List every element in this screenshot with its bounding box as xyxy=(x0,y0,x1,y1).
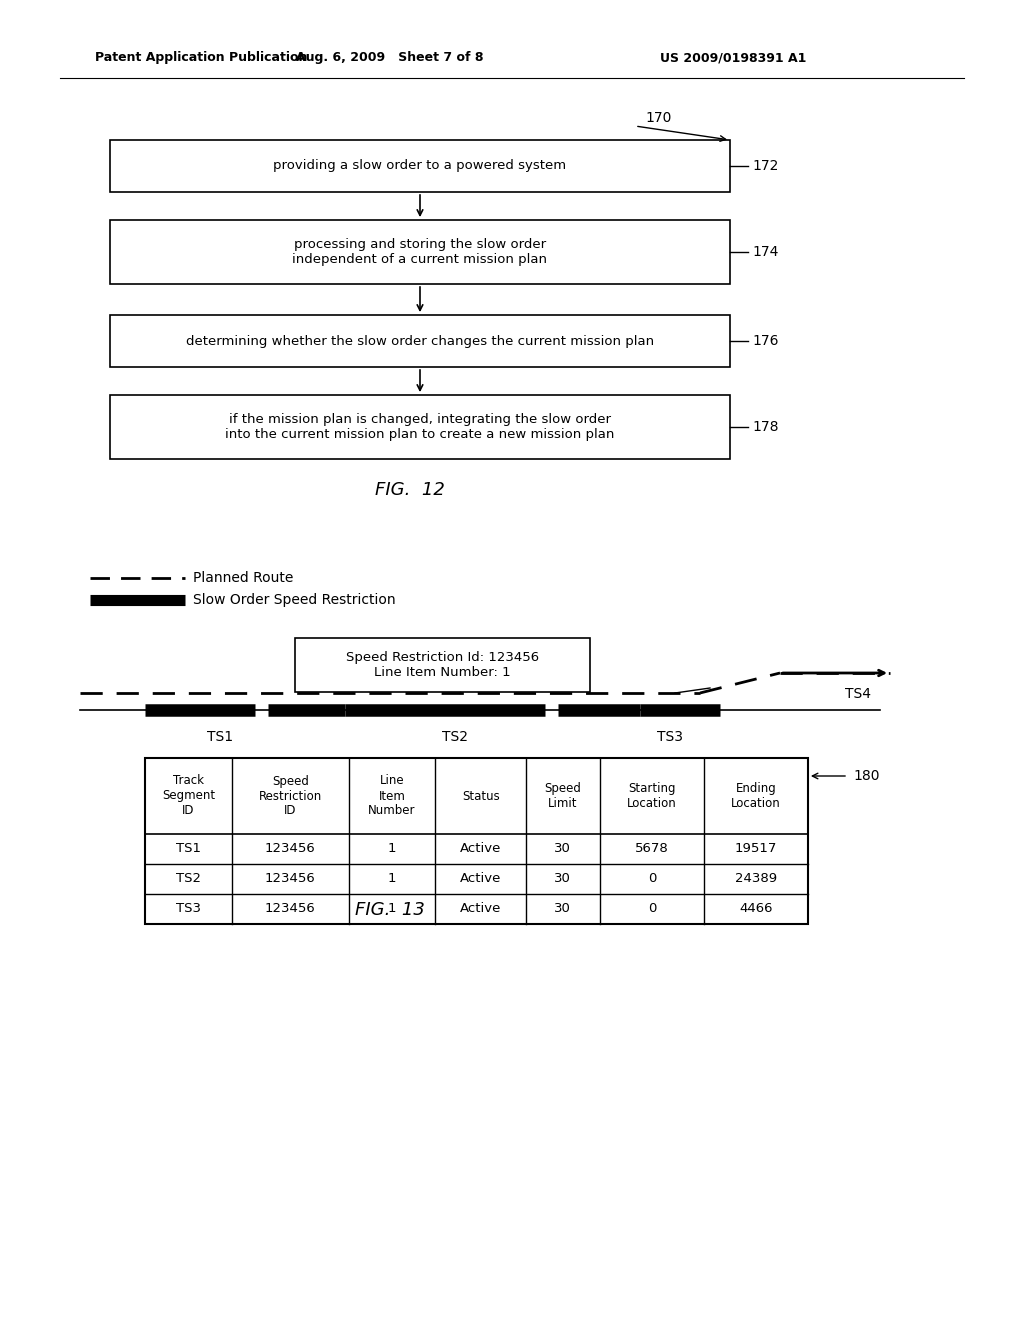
Text: 170: 170 xyxy=(645,111,672,125)
Text: 178: 178 xyxy=(752,420,778,434)
Text: 123456: 123456 xyxy=(265,842,315,855)
Text: Track
Segment
ID: Track Segment ID xyxy=(162,775,215,817)
Text: Aug. 6, 2009   Sheet 7 of 8: Aug. 6, 2009 Sheet 7 of 8 xyxy=(296,51,483,65)
Text: Ending
Location: Ending Location xyxy=(731,781,781,810)
Text: Starting
Location: Starting Location xyxy=(627,781,677,810)
Text: 0: 0 xyxy=(647,903,656,916)
Text: 123456: 123456 xyxy=(265,903,315,916)
Text: 30: 30 xyxy=(554,842,571,855)
Text: 172: 172 xyxy=(752,158,778,173)
Text: 174: 174 xyxy=(752,246,778,259)
Text: Active: Active xyxy=(460,842,502,855)
Text: Planned Route: Planned Route xyxy=(193,572,293,585)
Text: 123456: 123456 xyxy=(265,873,315,886)
Text: Line
Item
Number: Line Item Number xyxy=(369,775,416,817)
Text: 0: 0 xyxy=(647,873,656,886)
Text: 1: 1 xyxy=(388,873,396,886)
Text: TS2: TS2 xyxy=(176,873,201,886)
Bar xyxy=(110,220,730,284)
Text: TS2: TS2 xyxy=(442,730,468,744)
Text: 180: 180 xyxy=(853,770,880,783)
Text: if the mission plan is changed, integrating the slow order
into the current miss: if the mission plan is changed, integrat… xyxy=(225,413,614,441)
Text: TS1: TS1 xyxy=(207,730,233,744)
Bar xyxy=(110,395,730,459)
Text: 176: 176 xyxy=(752,334,778,348)
Text: TS4: TS4 xyxy=(845,686,871,701)
Text: TS3: TS3 xyxy=(657,730,683,744)
Text: Speed
Restriction
ID: Speed Restriction ID xyxy=(259,775,322,817)
Text: 5678: 5678 xyxy=(635,842,669,855)
Text: Status: Status xyxy=(462,789,500,803)
Text: 19517: 19517 xyxy=(735,842,777,855)
Text: Speed Restriction Id: 123456
Line Item Number: 1: Speed Restriction Id: 123456 Line Item N… xyxy=(346,651,539,678)
Text: Speed
Limit: Speed Limit xyxy=(545,781,582,810)
Text: US 2009/0198391 A1: US 2009/0198391 A1 xyxy=(660,51,806,65)
Text: 30: 30 xyxy=(554,903,571,916)
Text: 4466: 4466 xyxy=(739,903,773,916)
Text: 24389: 24389 xyxy=(735,873,777,886)
Text: Slow Order Speed Restriction: Slow Order Speed Restriction xyxy=(193,593,395,607)
Text: 1: 1 xyxy=(388,903,396,916)
Bar xyxy=(145,758,808,924)
Bar xyxy=(110,315,730,367)
Text: FIG.  12: FIG. 12 xyxy=(375,480,445,499)
Text: 30: 30 xyxy=(554,873,571,886)
Text: FIG.  13: FIG. 13 xyxy=(355,902,425,919)
Text: providing a slow order to a powered system: providing a slow order to a powered syst… xyxy=(273,160,566,173)
Text: TS1: TS1 xyxy=(176,842,201,855)
Text: determining whether the slow order changes the current mission plan: determining whether the slow order chang… xyxy=(186,334,654,347)
Text: processing and storing the slow order
independent of a current mission plan: processing and storing the slow order in… xyxy=(293,238,548,267)
Text: Active: Active xyxy=(460,903,502,916)
Text: 1: 1 xyxy=(388,842,396,855)
Bar xyxy=(295,638,590,692)
Text: Patent Application Publication: Patent Application Publication xyxy=(95,51,307,65)
Text: Active: Active xyxy=(460,873,502,886)
Text: TS3: TS3 xyxy=(176,903,201,916)
Bar xyxy=(110,140,730,191)
